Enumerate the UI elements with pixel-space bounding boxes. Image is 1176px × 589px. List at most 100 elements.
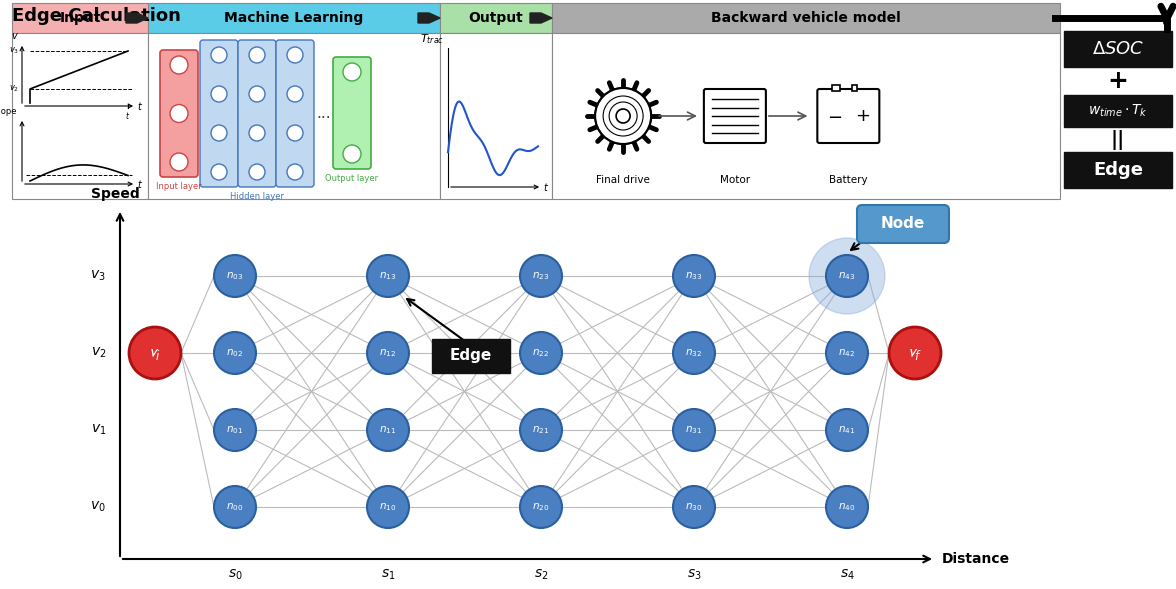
- FancyBboxPatch shape: [148, 3, 440, 33]
- Text: $v_2$: $v_2$: [91, 346, 106, 360]
- Circle shape: [249, 125, 265, 141]
- Circle shape: [214, 486, 256, 528]
- Circle shape: [343, 145, 361, 163]
- Circle shape: [211, 47, 227, 63]
- Circle shape: [367, 409, 409, 451]
- Text: $s_0$: $s_0$: [228, 568, 242, 582]
- Text: $n_{11}$: $n_{11}$: [380, 424, 396, 436]
- Text: $n_{02}$: $n_{02}$: [227, 347, 243, 359]
- Text: $+$: $+$: [855, 107, 870, 125]
- Text: $n_{42}$: $n_{42}$: [838, 347, 855, 359]
- Text: $n_{41}$: $n_{41}$: [838, 424, 856, 436]
- Circle shape: [595, 88, 652, 144]
- Text: $s_4$: $s_4$: [840, 568, 855, 582]
- FancyBboxPatch shape: [704, 89, 766, 143]
- Text: $n_{23}$: $n_{23}$: [533, 270, 549, 282]
- Text: $v$: $v$: [11, 31, 19, 41]
- Polygon shape: [126, 13, 148, 23]
- Circle shape: [520, 486, 562, 528]
- Circle shape: [809, 238, 886, 314]
- Text: $n_{03}$: $n_{03}$: [226, 270, 243, 282]
- Polygon shape: [417, 13, 440, 23]
- Text: $t$: $t$: [126, 110, 131, 121]
- Text: $s_2$: $s_2$: [534, 568, 548, 582]
- Text: $v_3$: $v_3$: [8, 46, 19, 57]
- Circle shape: [287, 86, 303, 102]
- Text: Distance: Distance: [942, 552, 1010, 566]
- Circle shape: [826, 486, 868, 528]
- FancyBboxPatch shape: [432, 339, 509, 372]
- Text: slope: slope: [0, 107, 16, 116]
- Circle shape: [673, 332, 715, 374]
- Text: $v_3$: $v_3$: [91, 269, 106, 283]
- Circle shape: [673, 486, 715, 528]
- Text: $n_{32}$: $n_{32}$: [686, 347, 702, 359]
- Circle shape: [826, 409, 868, 451]
- Text: Edge: Edge: [449, 348, 492, 363]
- Text: $n_{01}$: $n_{01}$: [227, 424, 243, 436]
- FancyBboxPatch shape: [833, 85, 841, 91]
- Circle shape: [211, 164, 227, 180]
- FancyBboxPatch shape: [12, 3, 148, 33]
- FancyBboxPatch shape: [160, 50, 198, 177]
- Text: Hidden layer: Hidden layer: [230, 192, 283, 201]
- Circle shape: [171, 56, 188, 74]
- Circle shape: [826, 255, 868, 297]
- FancyBboxPatch shape: [1064, 31, 1172, 67]
- FancyBboxPatch shape: [817, 89, 880, 143]
- Text: $n_{22}$: $n_{22}$: [533, 347, 549, 359]
- FancyBboxPatch shape: [1064, 95, 1172, 127]
- Circle shape: [595, 88, 652, 144]
- Text: $\Delta SOC$: $\Delta SOC$: [1091, 40, 1144, 58]
- Circle shape: [214, 409, 256, 451]
- FancyBboxPatch shape: [12, 33, 148, 199]
- Text: $s_1$: $s_1$: [381, 568, 395, 582]
- Circle shape: [214, 255, 256, 297]
- FancyBboxPatch shape: [857, 205, 949, 243]
- Text: Input: Input: [59, 11, 101, 25]
- Text: $n_{10}$: $n_{10}$: [380, 501, 396, 513]
- Circle shape: [367, 332, 409, 374]
- Text: $n_{20}$: $n_{20}$: [533, 501, 549, 513]
- Text: $v_0$: $v_0$: [91, 500, 106, 514]
- Text: $n_{33}$: $n_{33}$: [686, 270, 702, 282]
- Circle shape: [673, 255, 715, 297]
- FancyBboxPatch shape: [440, 3, 552, 33]
- Text: Motor: Motor: [720, 175, 750, 185]
- Text: Machine Learning: Machine Learning: [225, 11, 363, 25]
- Circle shape: [287, 125, 303, 141]
- Circle shape: [171, 104, 188, 123]
- Text: Output: Output: [468, 11, 523, 25]
- Circle shape: [367, 486, 409, 528]
- FancyBboxPatch shape: [1064, 152, 1172, 188]
- Text: $-$: $-$: [827, 107, 842, 125]
- Text: $t$: $t$: [543, 181, 549, 193]
- FancyBboxPatch shape: [200, 40, 238, 187]
- Text: ...: ...: [316, 106, 330, 121]
- Text: $n_{13}$: $n_{13}$: [380, 270, 396, 282]
- Circle shape: [520, 332, 562, 374]
- Text: $n_{30}$: $n_{30}$: [686, 501, 703, 513]
- Circle shape: [214, 332, 256, 374]
- Text: $t$: $t$: [136, 100, 143, 112]
- FancyBboxPatch shape: [276, 40, 314, 187]
- Circle shape: [129, 327, 181, 379]
- Text: $n_{12}$: $n_{12}$: [380, 347, 396, 359]
- FancyBboxPatch shape: [333, 57, 370, 169]
- Circle shape: [211, 86, 227, 102]
- Circle shape: [343, 63, 361, 81]
- Text: Input layer: Input layer: [156, 182, 202, 191]
- Text: $\mathcal{v}_f$: $\mathcal{v}_f$: [907, 344, 923, 362]
- Circle shape: [367, 255, 409, 297]
- Text: ||: ||: [1111, 130, 1125, 150]
- FancyBboxPatch shape: [238, 40, 276, 187]
- Text: $w_{time} \cdot T_k$: $w_{time} \cdot T_k$: [1088, 103, 1148, 119]
- Text: $v_1$: $v_1$: [91, 423, 106, 437]
- Text: Backward vehicle model: Backward vehicle model: [711, 11, 901, 25]
- FancyBboxPatch shape: [552, 33, 1060, 199]
- Text: Final drive: Final drive: [596, 175, 650, 185]
- Circle shape: [889, 327, 941, 379]
- Circle shape: [520, 409, 562, 451]
- Circle shape: [616, 109, 630, 123]
- Circle shape: [520, 255, 562, 297]
